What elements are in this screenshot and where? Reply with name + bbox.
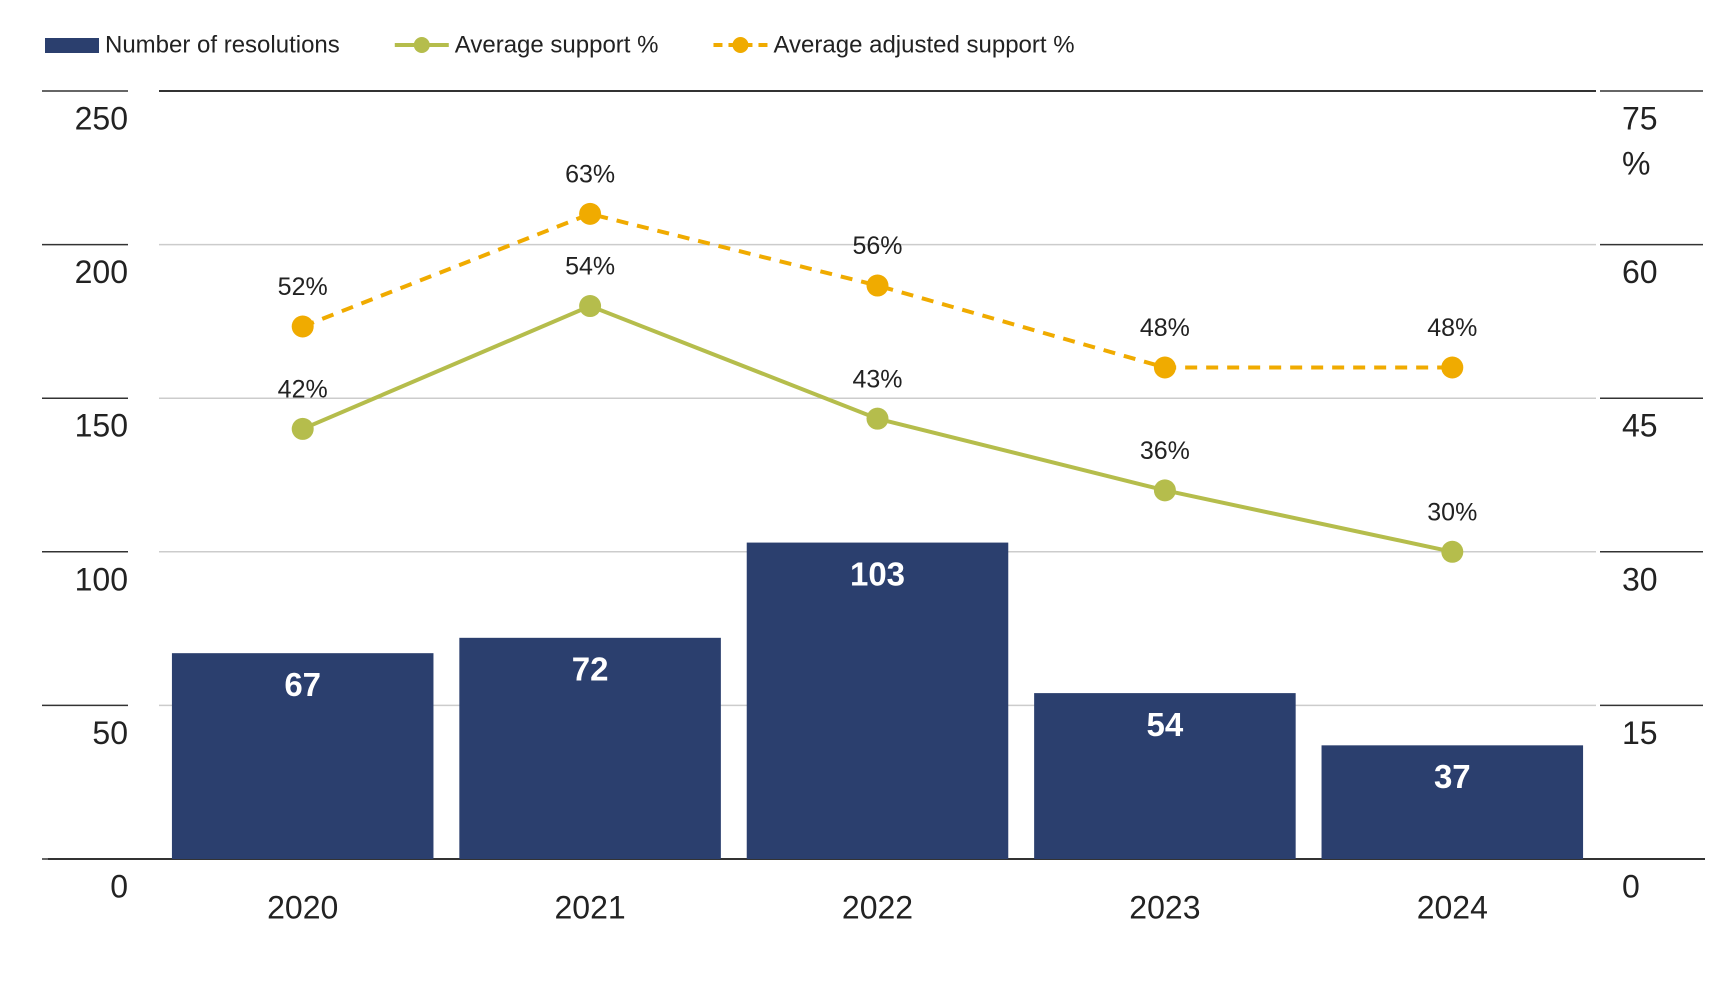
x-tick-label: 2020	[267, 889, 338, 925]
bar	[171, 653, 434, 859]
point	[579, 295, 602, 318]
legend-swatch	[45, 38, 99, 53]
point-label: 36%	[1140, 437, 1190, 465]
point-label: 43%	[852, 365, 902, 393]
y-tick-label: 200	[75, 254, 128, 290]
y2-tick-label: 45	[1622, 408, 1658, 444]
y-tick-label: 50	[92, 715, 128, 751]
point	[866, 274, 889, 297]
bar	[459, 637, 721, 859]
point-label: 56%	[852, 232, 902, 260]
point	[866, 407, 889, 430]
legend-swatch	[732, 37, 749, 53]
point	[291, 315, 314, 338]
point	[1153, 479, 1176, 502]
bar-label: 37	[1434, 758, 1471, 795]
point-label: 42%	[278, 376, 328, 404]
x-tick-label: 2024	[1417, 889, 1488, 925]
legend-label: Average adjusted support %	[773, 31, 1074, 58]
point-label: 30%	[1427, 498, 1477, 526]
legend-label: Number of resolutions	[105, 31, 340, 58]
y-tick-label: 150	[75, 408, 128, 444]
legend-label: Average support %	[455, 31, 659, 58]
x-tick-label: 2021	[555, 889, 626, 925]
y2-tick-label: 0	[1622, 868, 1640, 904]
point	[1441, 540, 1464, 563]
y2-unit-label: %	[1622, 145, 1650, 181]
bar-label: 103	[850, 555, 905, 592]
bar-label: 54	[1147, 706, 1184, 743]
bar	[1034, 693, 1296, 859]
bar-label: 72	[572, 651, 609, 688]
y2-tick-label: 15	[1622, 715, 1658, 751]
point-label: 54%	[565, 253, 615, 281]
x-tick-label: 2023	[1129, 889, 1200, 925]
point	[1441, 356, 1464, 379]
bar-label: 67	[284, 666, 321, 703]
y-tick-label: 100	[75, 561, 128, 597]
point	[291, 417, 314, 440]
y-tick-label: 0	[110, 868, 128, 904]
x-tick-label: 2022	[842, 889, 913, 925]
y2-tick-label: 30	[1622, 561, 1658, 597]
point-label: 48%	[1427, 314, 1477, 342]
point	[1153, 356, 1176, 379]
bar	[1321, 745, 1584, 859]
point-label: 63%	[565, 160, 615, 188]
legend-swatch	[413, 37, 430, 53]
y-tick-label: 250	[75, 100, 128, 136]
point-label: 52%	[278, 273, 328, 301]
point	[579, 202, 602, 225]
y2-tick-label: 75	[1622, 100, 1658, 136]
point-label: 48%	[1140, 314, 1190, 342]
bar	[746, 542, 1009, 859]
y2-tick-label: 60	[1622, 254, 1658, 290]
